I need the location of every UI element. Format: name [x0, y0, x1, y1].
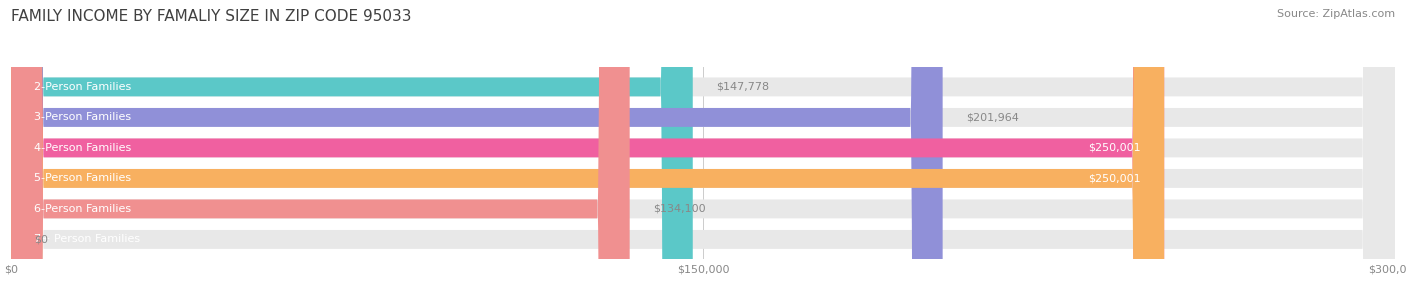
FancyBboxPatch shape: [11, 0, 630, 305]
FancyBboxPatch shape: [11, 0, 1395, 305]
Text: Source: ZipAtlas.com: Source: ZipAtlas.com: [1277, 9, 1395, 19]
FancyBboxPatch shape: [11, 0, 1395, 305]
Text: 7+ Person Families: 7+ Person Families: [34, 235, 141, 244]
FancyBboxPatch shape: [11, 0, 1164, 305]
FancyBboxPatch shape: [11, 0, 942, 305]
Text: $250,001: $250,001: [1088, 174, 1142, 183]
Text: $201,964: $201,964: [966, 113, 1018, 122]
Text: 2-Person Families: 2-Person Families: [34, 82, 132, 92]
Text: $147,778: $147,778: [716, 82, 769, 92]
Text: FAMILY INCOME BY FAMALIY SIZE IN ZIP CODE 95033: FAMILY INCOME BY FAMALIY SIZE IN ZIP COD…: [11, 9, 412, 24]
Text: 6-Person Families: 6-Person Families: [34, 204, 131, 214]
Text: $0: $0: [34, 235, 48, 244]
Text: $134,100: $134,100: [652, 204, 706, 214]
Text: 4-Person Families: 4-Person Families: [34, 143, 132, 153]
FancyBboxPatch shape: [11, 0, 693, 305]
FancyBboxPatch shape: [11, 0, 1395, 305]
FancyBboxPatch shape: [11, 0, 1395, 305]
FancyBboxPatch shape: [11, 0, 1395, 305]
Text: 5-Person Families: 5-Person Families: [34, 174, 131, 183]
FancyBboxPatch shape: [11, 0, 1395, 305]
Text: $250,001: $250,001: [1088, 143, 1142, 153]
FancyBboxPatch shape: [11, 0, 1164, 305]
Text: 3-Person Families: 3-Person Families: [34, 113, 131, 122]
